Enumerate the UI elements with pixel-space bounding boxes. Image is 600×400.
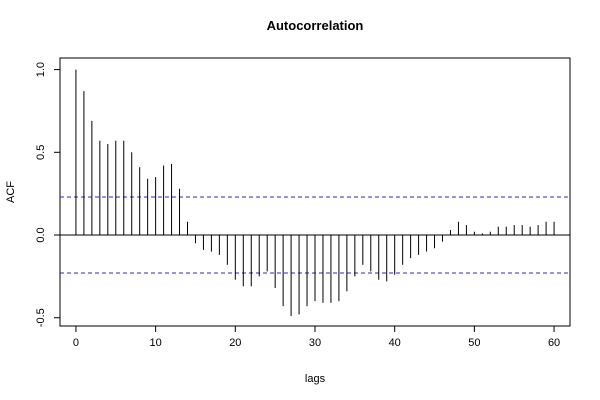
x-tick-label: 50 — [468, 337, 480, 349]
acf-bars — [75, 69, 555, 317]
x-tick-label: 0 — [73, 337, 79, 349]
x-axis-label: lags — [305, 373, 326, 385]
y-axis-label: ACF — [5, 181, 17, 203]
y-tick-label: 1.0 — [35, 62, 47, 77]
y-tick-label: -0.5 — [35, 308, 47, 327]
chart-title: Autocorrelation — [267, 18, 364, 33]
x-tick-label: 10 — [150, 337, 162, 349]
x-tick-label: 20 — [229, 337, 241, 349]
y-tick-label: 0.5 — [35, 145, 47, 160]
y-tick-label: 0.0 — [35, 227, 47, 242]
x-tick-label: 60 — [548, 337, 560, 349]
x-tick-label: 40 — [389, 337, 401, 349]
x-tick-label: 30 — [309, 337, 321, 349]
x-axis: 0 10 20 30 40 50 60 — [73, 326, 560, 349]
y-axis: -0.5 0.0 0.5 1.0 — [35, 62, 60, 327]
